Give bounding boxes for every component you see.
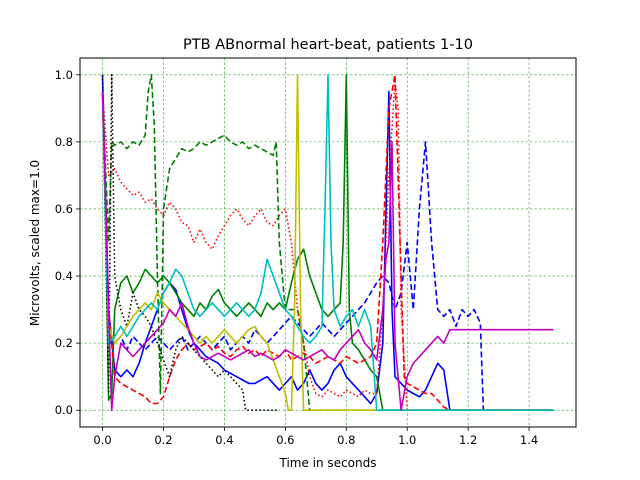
series-lines	[101, 74, 554, 412]
y-axis-label: Microvolts, scaled max=1.0	[28, 160, 42, 326]
y-tick-label: 1.0	[55, 68, 73, 82]
x-tick-label: 0.8	[337, 433, 355, 447]
series-line-5	[101, 80, 554, 412]
series-line-10	[101, 91, 554, 412]
y-tick-label: 0.0	[55, 403, 73, 417]
series-line-2	[101, 91, 554, 412]
x-tick-label: 0.6	[276, 433, 294, 447]
y-tick-label: 0.4	[55, 269, 73, 283]
series-line-6	[101, 74, 554, 412]
x-tick-label: 0.2	[154, 433, 172, 447]
grid-lines	[80, 58, 576, 427]
plot-area-frame	[79, 57, 577, 428]
chart-title: PTB ABnormal heart-beat, patients 1-10	[183, 37, 473, 53]
x-axis-label: Time in seconds	[279, 456, 377, 470]
x-tick-label: 1.4	[520, 433, 538, 447]
x-tick-label: 0.0	[93, 433, 111, 447]
y-tick-label: 0.6	[55, 202, 73, 216]
series-line-7	[101, 74, 280, 412]
x-tick-label: 1.0	[398, 433, 416, 447]
axis-ticks: 0.0 0.2 0.4 0.6 0.8 1.0 1.2 1.4 0.0 0.2 0.4 0.6 0.8 1…	[55, 68, 539, 447]
y-tick-label: 0.8	[55, 135, 73, 149]
x-tick-label: 0.4	[215, 433, 233, 447]
series-line-9	[101, 74, 554, 412]
series-line-8	[101, 74, 554, 412]
y-tick-label: 0.2	[55, 336, 73, 350]
x-tick-label: 1.2	[459, 433, 477, 447]
